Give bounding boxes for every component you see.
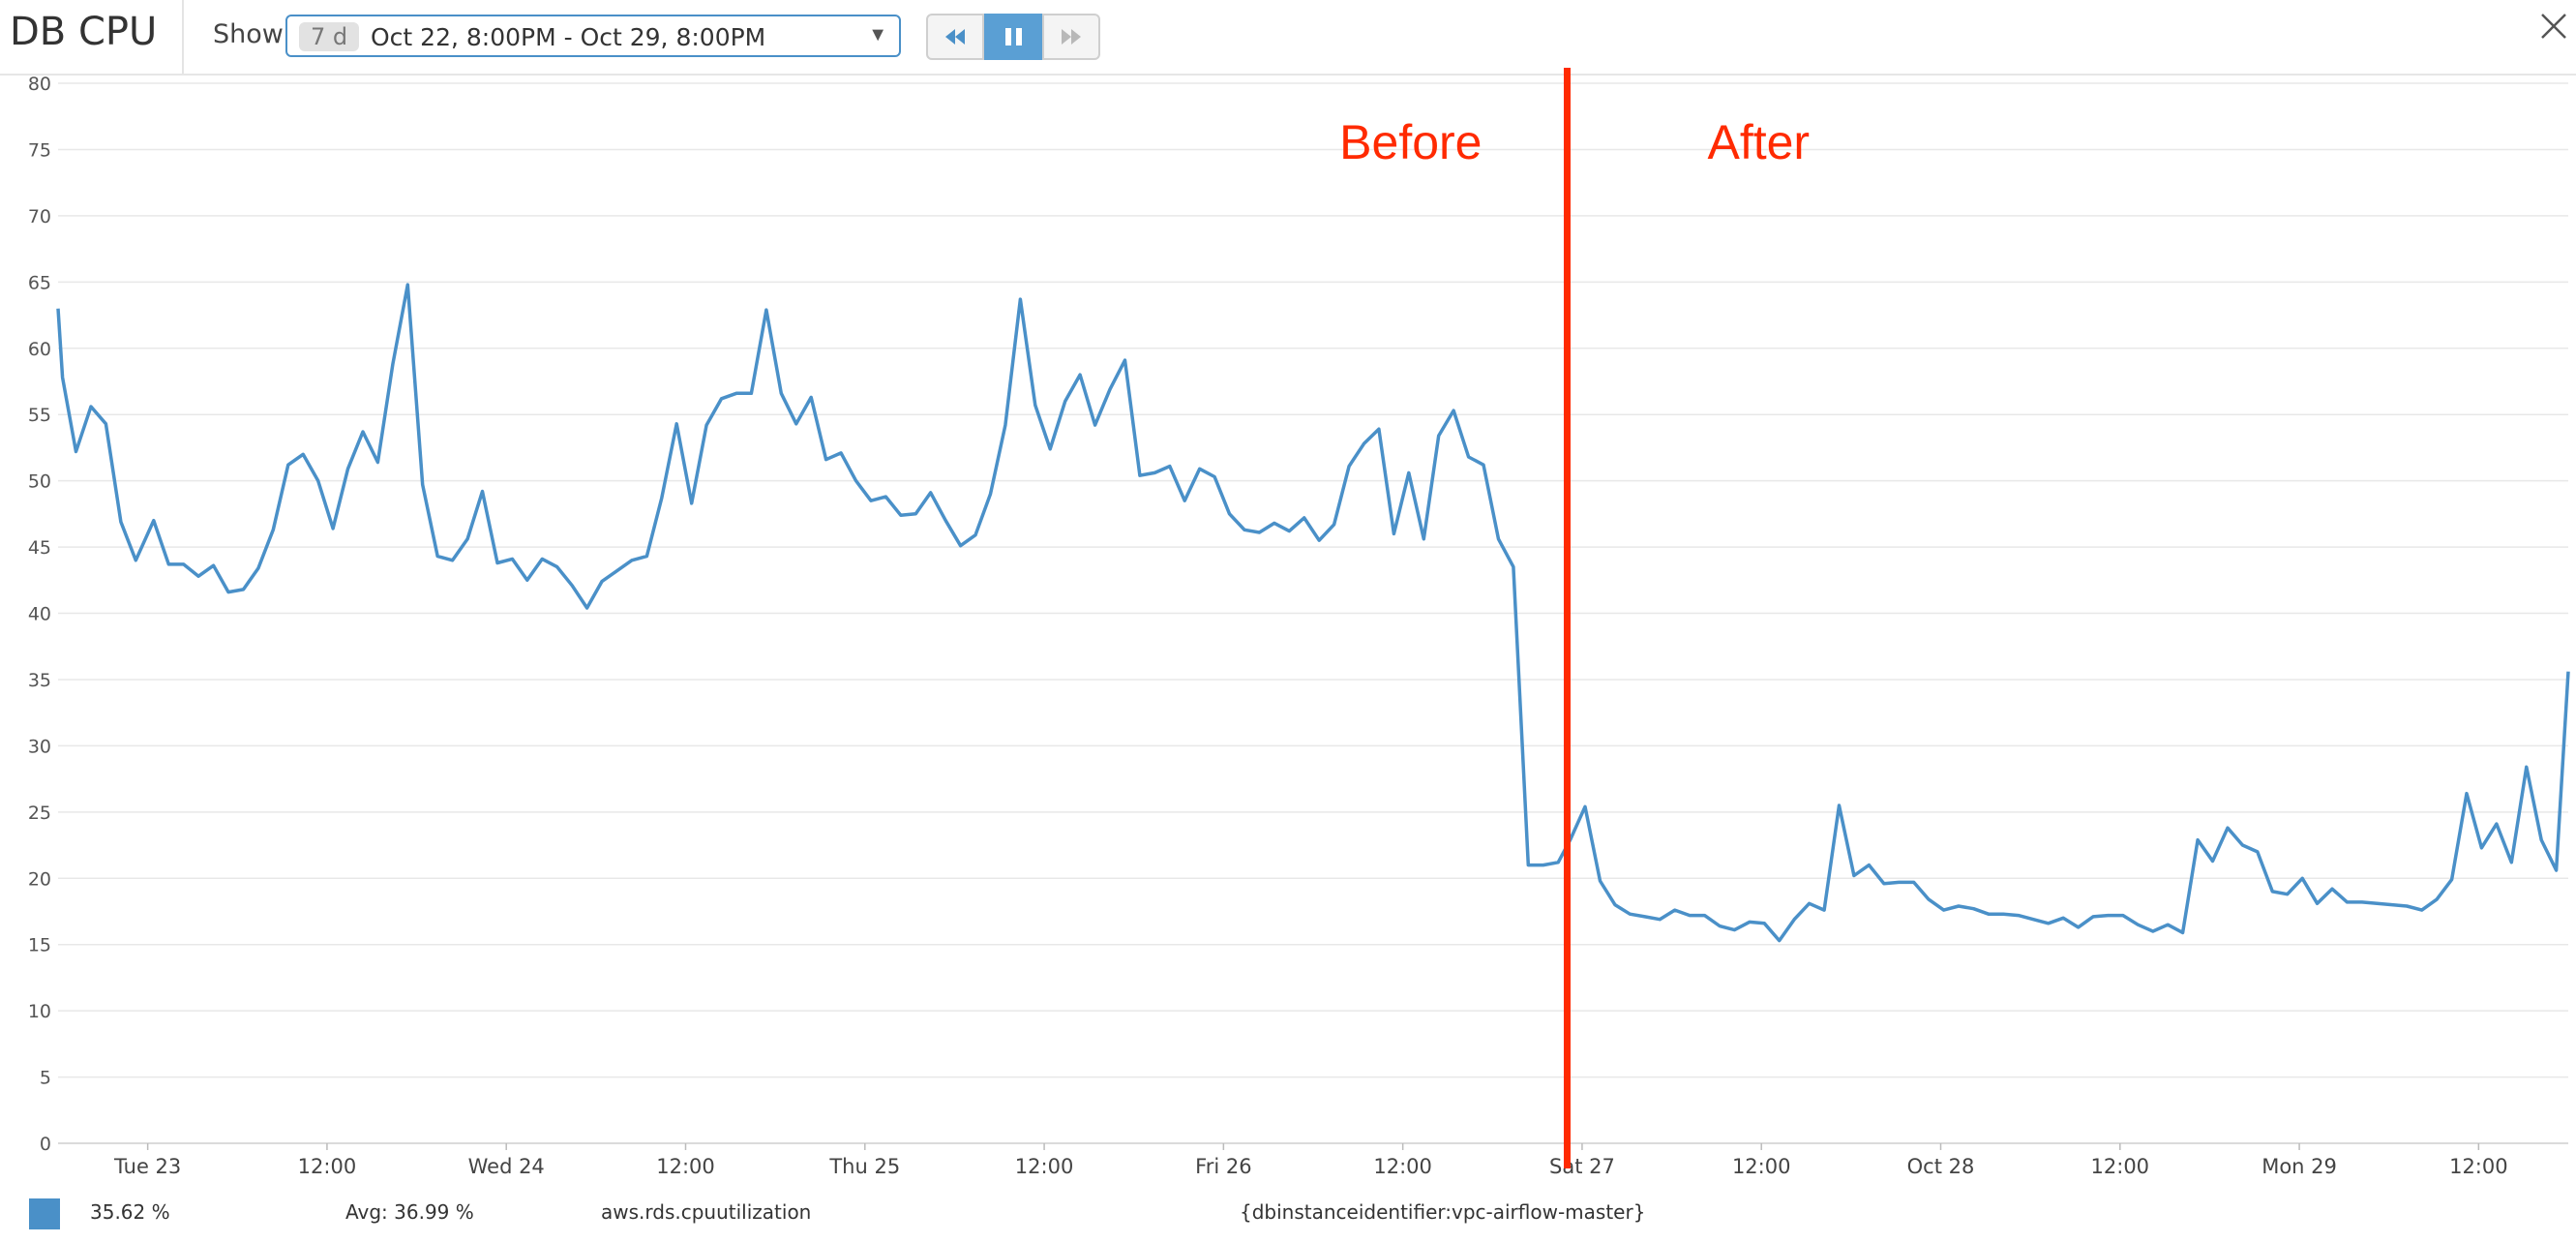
x-tick-label: 12:00	[656, 1155, 715, 1178]
y-tick-label: 75	[28, 139, 51, 161]
range-badge: 7 d	[299, 22, 360, 51]
toolbar-divider	[0, 74, 2576, 76]
after-label: After	[1707, 115, 1810, 169]
fast-forward-button[interactable]	[1042, 14, 1100, 60]
time-range-select[interactable]: 7 d Oct 22, 8:00PM - Oct 29, 8:00PM ▼	[285, 15, 901, 57]
cpu-line-chart: 0 5 10 15 20 25 30 35 40 45 50 55 60 65 70 75 80 Tue 23 12…	[28, 68, 2570, 1178]
pause-icon	[1005, 28, 1022, 45]
x-tick-label: Fri 26	[1195, 1155, 1251, 1178]
y-tick-label: 60	[28, 339, 51, 360]
legend-current-value: 35.62 %	[90, 1200, 170, 1224]
y-tick-label: 55	[28, 405, 51, 426]
y-tick-label: 10	[28, 1001, 51, 1022]
legend-average: Avg: 36.99 %	[345, 1200, 474, 1224]
rewind-button[interactable]	[926, 14, 984, 60]
y-tick-label: 50	[28, 471, 51, 493]
legend-swatch	[29, 1198, 60, 1229]
before-label: Before	[1339, 115, 1482, 169]
legend-metric: aws.rds.cpuutilization	[601, 1200, 812, 1224]
chevron-down-icon: ▼	[868, 24, 887, 45]
fast-forward-icon	[1062, 29, 1081, 45]
close-icon[interactable]	[2539, 12, 2568, 41]
pause-button[interactable]	[984, 14, 1042, 60]
rewind-icon	[945, 29, 965, 45]
y-tick-label: 15	[28, 935, 51, 956]
y-tick-label: 5	[40, 1068, 51, 1089]
x-tick-label: 12:00	[1015, 1155, 1074, 1178]
page-title: DB CPU	[10, 10, 158, 54]
legend: 35.62 % Avg: 36.99 % aws.rds.cpuutilizat…	[0, 1191, 2576, 1239]
x-tick-label: Mon 29	[2261, 1155, 2337, 1178]
x-tick-label: Thu 25	[828, 1155, 900, 1178]
y-tick-label: 65	[28, 272, 51, 293]
y-tick-label: 30	[28, 736, 51, 757]
toolbar: DB CPU Show 7 d Oct 22, 8:00PM - Oct 29,…	[0, 0, 2576, 74]
y-tick-label: 45	[28, 537, 51, 559]
series-line	[56, 283, 2570, 943]
x-tick-label: 12:00	[2449, 1155, 2508, 1178]
x-tick-label: 12:00	[1732, 1155, 1791, 1178]
x-tick-label: 12:00	[298, 1155, 357, 1178]
show-label: Show	[213, 19, 284, 49]
y-tick-label: 20	[28, 868, 51, 890]
legend-tags: {dbinstanceidentifier:vpc-airflow-master…	[1240, 1200, 1646, 1224]
x-tick-label: 12:00	[1373, 1155, 1432, 1178]
x-tick-label: 12:00	[2091, 1155, 2150, 1178]
x-tick-label: Oct 28	[1907, 1155, 1975, 1178]
x-tick-label: Wed 24	[468, 1155, 545, 1178]
x-tick-label: Sat 27	[1549, 1155, 1615, 1178]
y-tick-label: 70	[28, 206, 51, 227]
y-tick-label: 40	[28, 604, 51, 625]
y-tick-label: 35	[28, 670, 51, 691]
y-tick-label: 80	[28, 74, 51, 95]
y-tick-label: 0	[40, 1134, 51, 1155]
x-tick-label: Tue 23	[113, 1155, 181, 1178]
y-tick-label: 25	[28, 803, 51, 824]
range-text: Oct 22, 8:00PM - Oct 29, 8:00PM	[371, 23, 766, 51]
divider	[182, 0, 184, 74]
